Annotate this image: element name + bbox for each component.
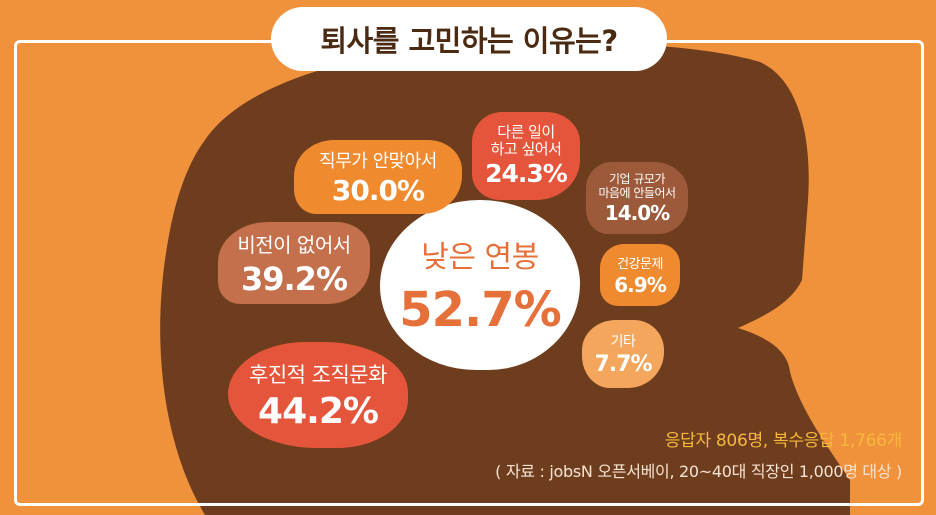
bubble-job-fit: 직무가 안맞아서 30.0% (294, 140, 462, 214)
bubble-value: 24.3% (485, 159, 568, 188)
bubble-vision: 비전이 없어서 39.2% (218, 222, 370, 304)
bubble-label-line2: 마음에 안들어서 (598, 185, 676, 200)
bubble-label-line2: 하고 싶어서 (490, 140, 562, 158)
bubble-etc: 기타 7.7% (582, 320, 664, 388)
bubble-value: 7.7% (594, 352, 652, 377)
title-banner: 퇴사를 고민하는 이유는? (274, 10, 664, 68)
page-title: 퇴사를 고민하는 이유는? (320, 24, 618, 58)
bubble-other-work: 다른 일이 하고 싶어서 24.3% (472, 112, 580, 200)
respondents-note: 응답자 806명, 복수응답 1,766개 (664, 431, 903, 451)
bubble-value: 52.7% (399, 282, 562, 338)
bubble-company-size: 기업 규모가 마음에 안들어서 14.0% (586, 162, 688, 234)
bubble-label-line1: 다른 일이 (497, 123, 555, 141)
bubble-culture: 후진적 조직문화 44.2% (228, 342, 408, 448)
bubble-label: 낮은 연봉 (421, 240, 539, 275)
bubble-value: 14.0% (604, 200, 670, 225)
bubble-low-salary: 낮은 연봉 52.7% (380, 200, 580, 370)
bubble-label: 후진적 조직문화 (249, 362, 387, 387)
bubble-label: 직무가 안맞아서 (319, 151, 437, 172)
bubble-value: 44.2% (258, 390, 379, 432)
bubble-value: 6.9% (614, 273, 666, 297)
bubble-label: 기타 (610, 334, 636, 350)
source-note: ( 자료 : jobsN 오픈서베이, 20~40대 직장인 1,000명 대상… (495, 462, 902, 481)
bubble-health: 건강문제 6.9% (600, 244, 680, 306)
bubble-value: 30.0% (331, 174, 425, 207)
bubble-value: 39.2% (240, 259, 348, 298)
bubble-label: 건강문제 (617, 257, 663, 272)
bubble-label: 비전이 없어서 (237, 232, 351, 257)
bubble-label-line1: 기업 규모가 (608, 171, 666, 186)
